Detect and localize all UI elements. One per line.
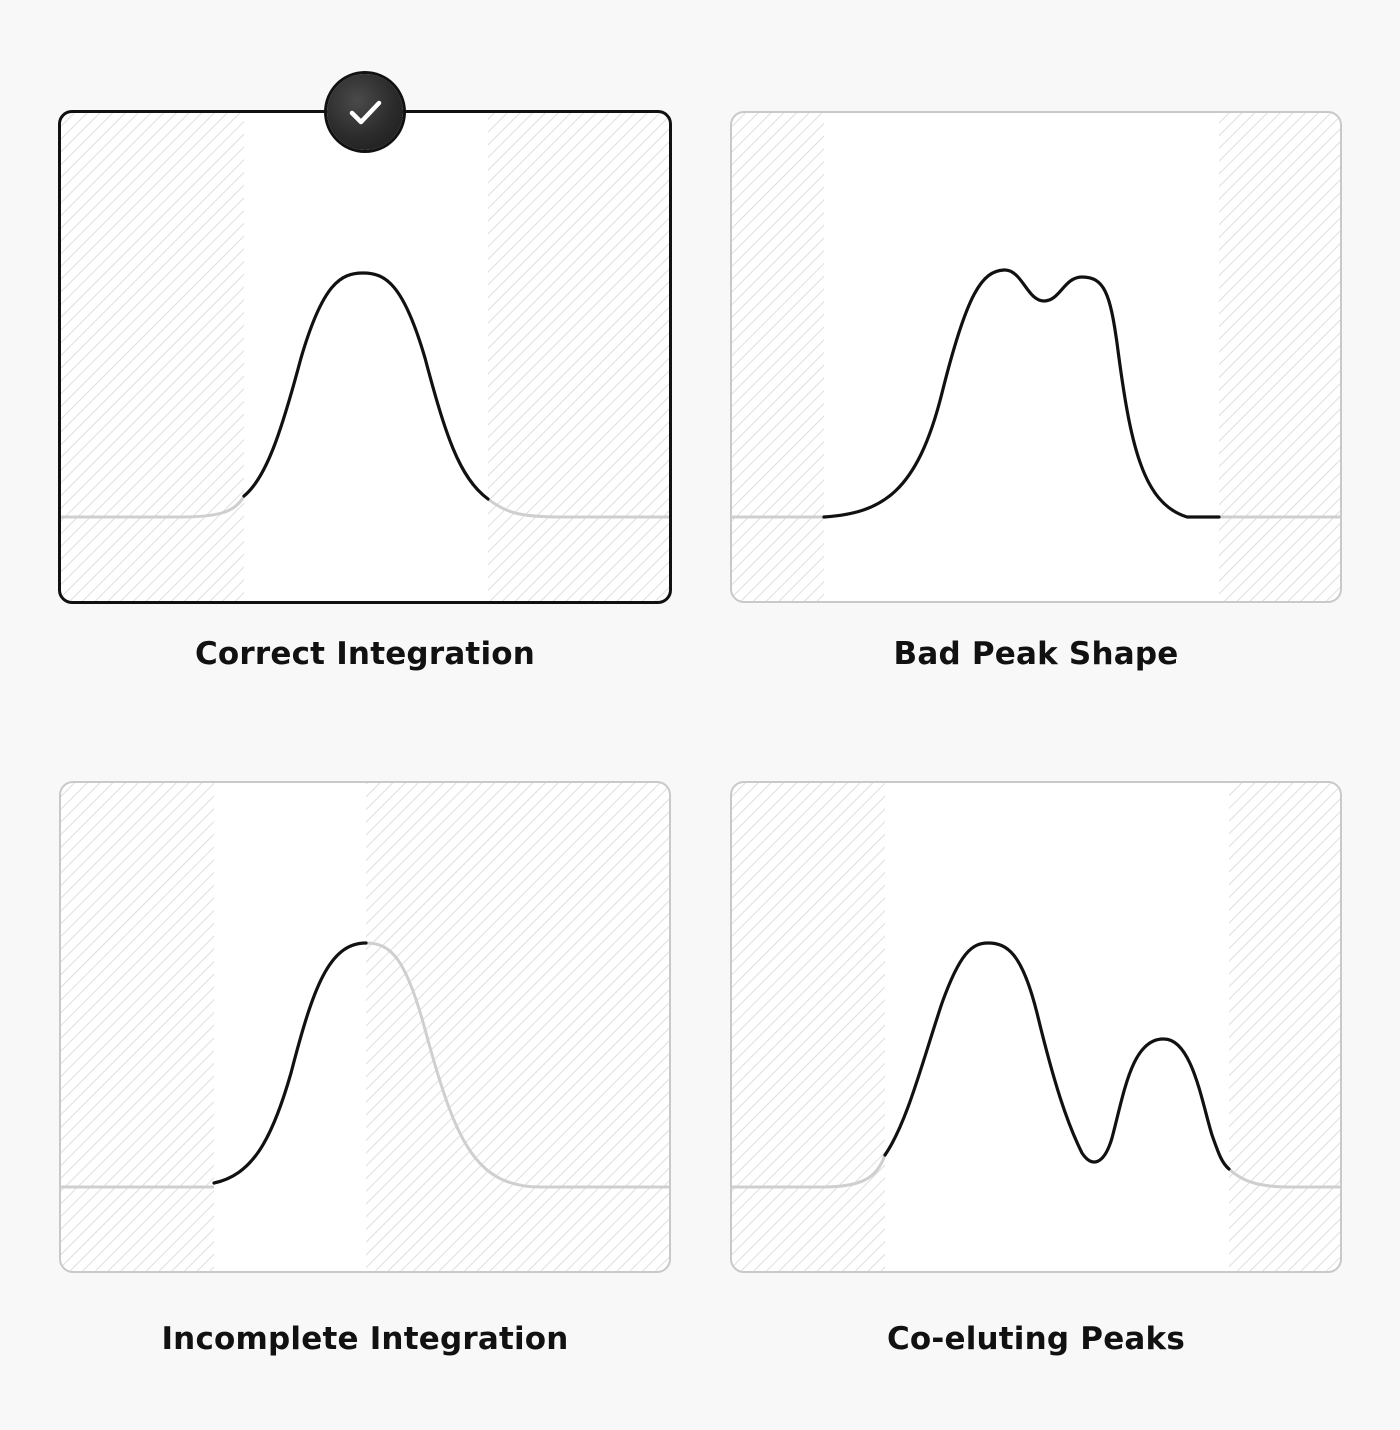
peak-curve	[212, 941, 368, 1185]
baseline-right	[1227, 1167, 1340, 1189]
baseline-left	[61, 495, 246, 519]
excluded-region-right	[1219, 113, 1340, 601]
panel-bad-peak-shape[interactable]	[730, 111, 1342, 603]
panel-co-eluting-peaks[interactable]	[730, 781, 1342, 1273]
panel-incomplete-integration[interactable]	[59, 781, 671, 1273]
peak-curve	[822, 268, 1221, 519]
excluded-region-right	[488, 113, 669, 601]
baseline-right	[487, 497, 669, 519]
excluded-region-left	[732, 783, 885, 1271]
checkmark-icon	[349, 100, 382, 125]
chromatogram-coeluting	[732, 783, 1340, 1271]
excluded-region-left	[61, 783, 214, 1271]
chromatogram-incomplete	[61, 783, 669, 1271]
excluded-region-left	[732, 113, 824, 601]
excluded-tail	[365, 941, 669, 1189]
caption-bad-peak-shape: Bad Peak Shape	[893, 636, 1179, 672]
chromatogram-correct	[61, 113, 669, 601]
panel-correct-integration[interactable]	[58, 110, 672, 604]
peak-curve	[242, 271, 490, 501]
caption-incomplete-integration: Incomplete Integration	[161, 1321, 569, 1357]
baseline-left	[732, 1154, 887, 1189]
peak-curve	[883, 941, 1231, 1171]
excluded-region-left	[61, 113, 244, 601]
chromatogram-bad-shape	[732, 113, 1340, 601]
excluded-region-right	[1229, 783, 1340, 1271]
checkmark-badge	[327, 74, 403, 150]
excluded-region-right	[366, 783, 669, 1271]
caption-co-eluting-peaks: Co-eluting Peaks	[886, 1321, 1186, 1357]
caption-correct-integration: Correct Integration	[194, 636, 536, 672]
